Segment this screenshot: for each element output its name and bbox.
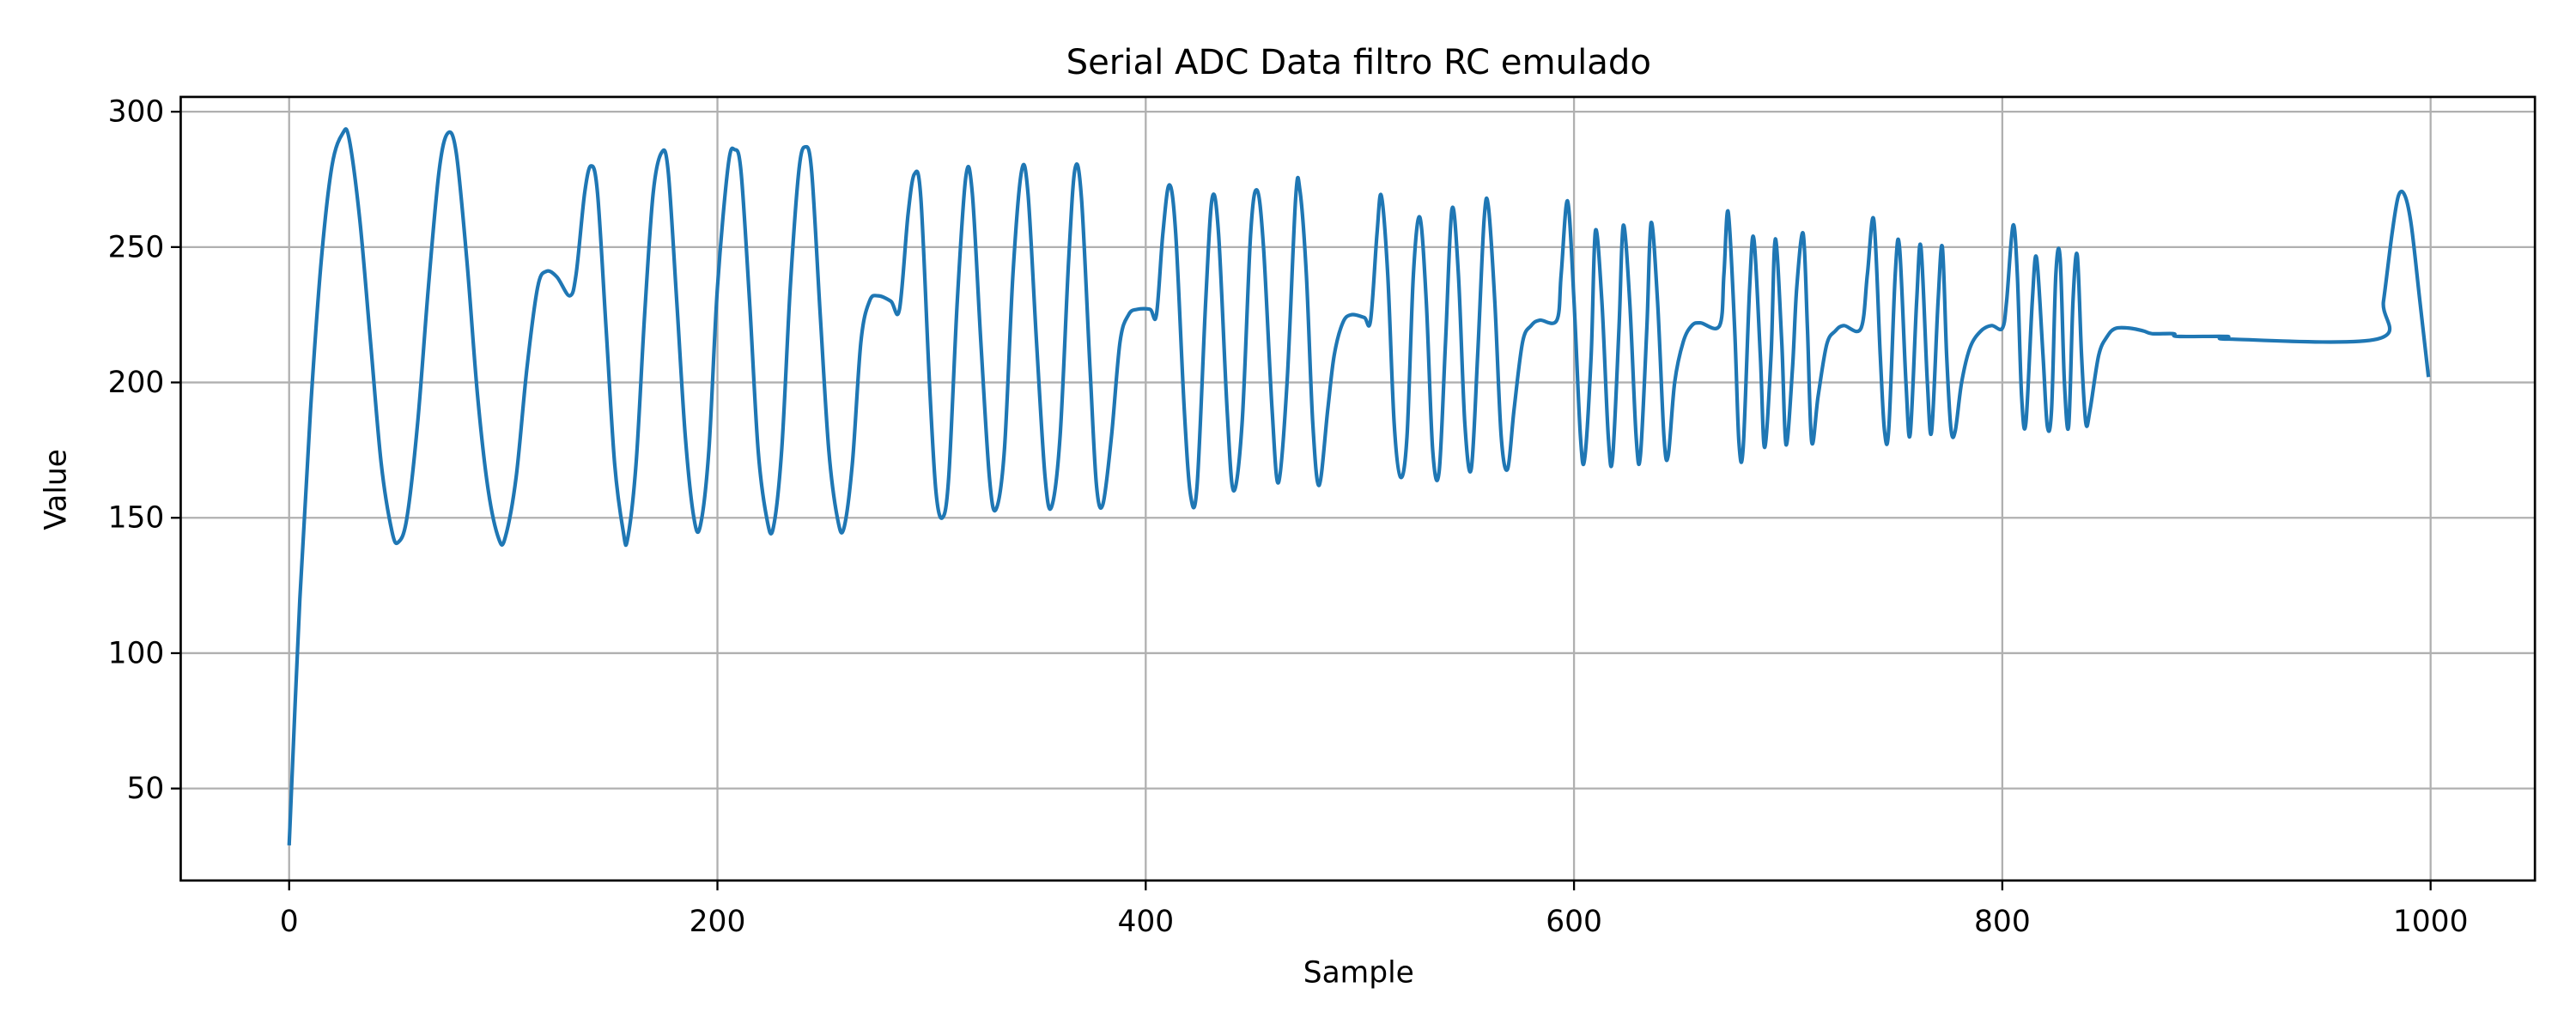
chart-title: Serial ADC Data filtro RC emulado xyxy=(1066,43,1651,82)
plot-frame xyxy=(179,95,2537,882)
y-tick-label: 150 xyxy=(108,501,165,536)
y-tick-label: 100 xyxy=(108,636,165,670)
y-axis-ticks: 50 100 150 200 250 300 xyxy=(108,95,181,806)
y-tick-label: 200 xyxy=(108,366,165,400)
x-tick-label: 200 xyxy=(690,905,746,939)
x-axis-label: Sample xyxy=(1303,955,1414,990)
y-axis-label: Value xyxy=(39,449,74,530)
x-tick-label: 1000 xyxy=(2393,905,2469,939)
y-tick-label: 300 xyxy=(108,95,165,130)
grid-lines xyxy=(180,96,2536,881)
y-tick-label: 50 xyxy=(127,772,165,806)
y-tick-label: 250 xyxy=(108,230,165,264)
x-tick-label: 0 xyxy=(280,905,299,939)
x-tick-label: 800 xyxy=(1974,905,2031,939)
x-axis-ticks: 0 200 400 600 800 1000 xyxy=(280,880,2469,939)
x-tick-label: 400 xyxy=(1117,905,1174,939)
x-tick-label: 600 xyxy=(1546,905,1602,939)
series-line-adc xyxy=(287,127,2431,845)
data-series xyxy=(287,127,2431,845)
